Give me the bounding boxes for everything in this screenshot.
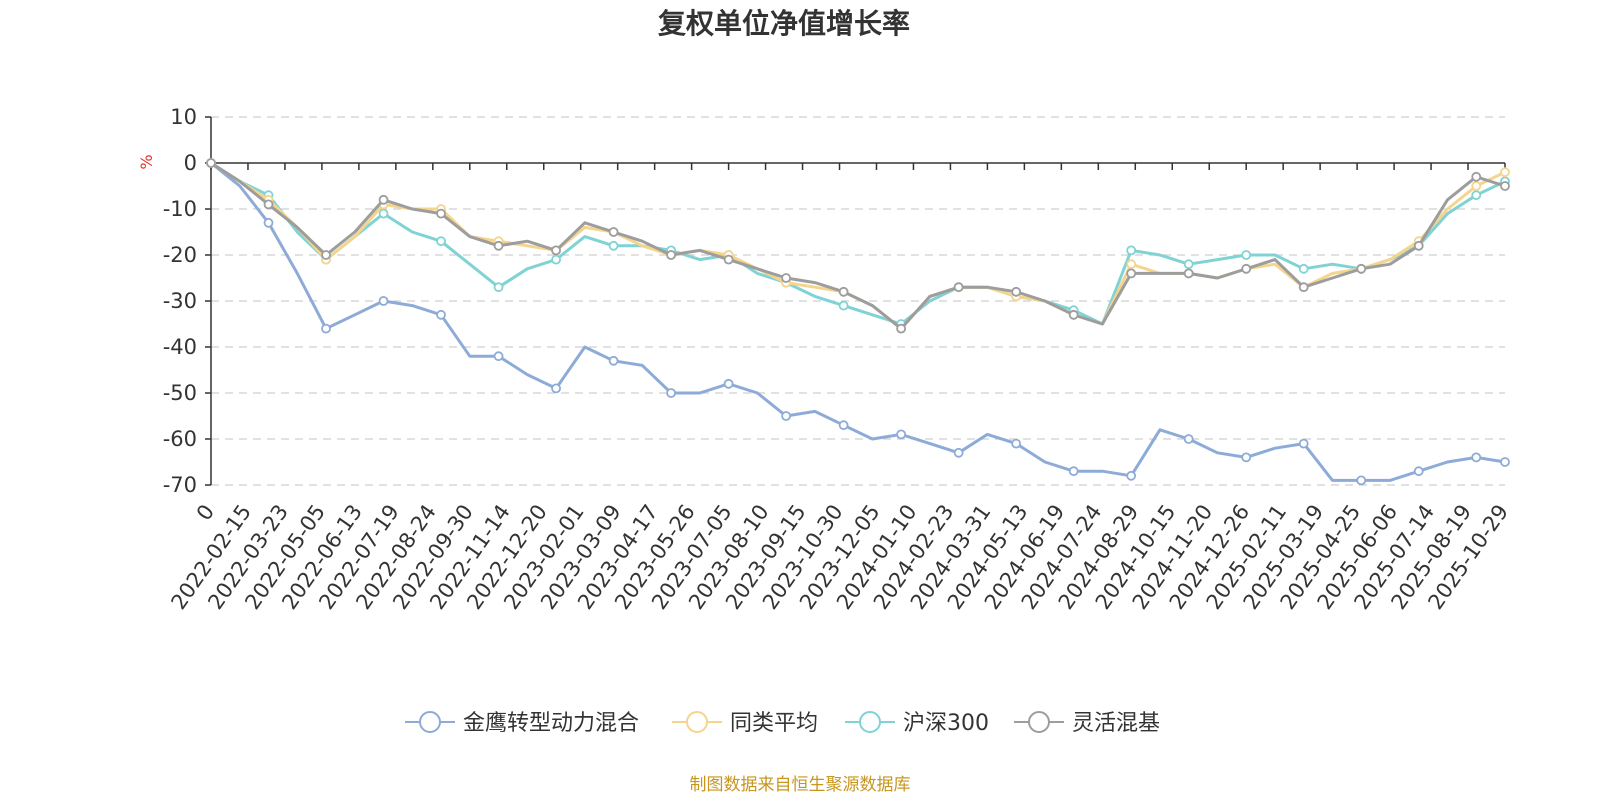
data-point xyxy=(1500,181,1510,191)
data-point xyxy=(1126,470,1137,481)
data-point xyxy=(1298,263,1309,274)
data-point xyxy=(1011,438,1022,449)
legend-item-2[interactable]: 沪深300 xyxy=(845,711,989,736)
data-point xyxy=(608,227,619,237)
data-point xyxy=(1126,245,1137,256)
data-point xyxy=(1471,171,1482,182)
data-point xyxy=(1241,263,1252,274)
data-point xyxy=(723,254,734,265)
data-point xyxy=(1471,452,1482,463)
data-point xyxy=(953,282,964,293)
data-point xyxy=(493,240,504,251)
data-point xyxy=(551,254,561,265)
legend-item-1[interactable]: 同类平均 xyxy=(672,711,818,736)
series-lines xyxy=(206,158,1510,486)
y-tick-label: 10 xyxy=(170,105,197,129)
legend-item-3[interactable]: 灵活混基 xyxy=(1014,711,1160,736)
data-point xyxy=(1500,167,1510,178)
data-point xyxy=(378,296,389,306)
data-point xyxy=(1413,240,1424,251)
y-tick-label: -70 xyxy=(163,473,197,497)
series-1 xyxy=(206,158,1510,334)
data-point xyxy=(838,300,849,311)
data-point xyxy=(1471,190,1482,201)
data-point xyxy=(1241,452,1252,463)
data-point xyxy=(263,217,274,228)
data-point xyxy=(1183,434,1194,444)
data-point xyxy=(666,250,676,260)
data-point xyxy=(1356,263,1367,274)
data-point xyxy=(1241,250,1252,260)
data-point xyxy=(608,240,619,251)
x-tick-label: 0 xyxy=(192,500,219,525)
data-point xyxy=(436,309,446,320)
legend[interactable]: 金鹰转型动力混合 同类平均 沪深300 灵活混基 xyxy=(405,711,1160,736)
data-point xyxy=(493,351,504,362)
legend-label: 灵活混基 xyxy=(1072,711,1160,736)
data-point xyxy=(1068,309,1079,320)
data-point xyxy=(1126,259,1137,270)
series-line xyxy=(210,161,1506,482)
y-axis: 10 0 -10 -20 -30 -40 -50 -60 -70 xyxy=(163,105,212,497)
data-point xyxy=(321,323,331,334)
legend-marker xyxy=(686,711,708,733)
data-point xyxy=(493,282,504,293)
legend-label: 沪深300 xyxy=(903,711,989,736)
data-point xyxy=(1413,466,1424,477)
series-3 xyxy=(206,158,1510,334)
data-point xyxy=(1126,268,1137,279)
data-point xyxy=(896,323,907,334)
source-note: 制图数据来自恒生聚源数据库 xyxy=(690,775,911,795)
y-tick-label: -40 xyxy=(163,335,197,359)
legend-marker xyxy=(859,711,881,733)
legend-item-0[interactable]: 金鹰转型动力混合 xyxy=(405,711,639,736)
legend-label: 金鹰转型动力混合 xyxy=(463,711,639,736)
data-point xyxy=(263,199,274,210)
data-point xyxy=(723,378,734,389)
data-point xyxy=(436,208,446,219)
legend-label: 同类平均 xyxy=(730,711,818,736)
chart-title: 复权单位净值增长率 xyxy=(658,7,910,40)
data-point xyxy=(666,388,676,398)
series-line xyxy=(210,161,1506,331)
y-tick-label: -30 xyxy=(163,289,197,313)
grid-lines xyxy=(211,116,1505,486)
data-point xyxy=(378,208,389,219)
data-point xyxy=(1356,475,1367,486)
data-point xyxy=(838,286,849,297)
data-point xyxy=(551,383,561,394)
data-point xyxy=(1298,438,1309,449)
data-point xyxy=(1011,286,1022,297)
data-point xyxy=(551,245,561,256)
x-axis: 02022-02-152022-03-232022-05-052022-06-1… xyxy=(166,162,1513,614)
data-point xyxy=(608,355,619,366)
data-point xyxy=(896,429,907,440)
series-line xyxy=(210,161,1506,326)
data-point xyxy=(436,236,446,247)
data-point xyxy=(953,447,964,458)
data-point xyxy=(1068,466,1079,477)
data-point xyxy=(1500,457,1510,467)
data-point xyxy=(321,250,331,260)
data-point xyxy=(206,158,216,168)
y-tick-label: 0 xyxy=(184,151,197,175)
y-tick-label: -60 xyxy=(163,427,197,451)
data-point xyxy=(1298,282,1309,293)
legend-marker xyxy=(1028,711,1050,733)
y-tick-label: -10 xyxy=(163,197,197,221)
data-point xyxy=(1471,181,1482,191)
y-axis-unit: % xyxy=(137,154,156,169)
data-point xyxy=(1183,268,1194,279)
data-point xyxy=(838,420,849,431)
legend-marker xyxy=(419,711,441,733)
data-point xyxy=(1183,259,1194,270)
data-point xyxy=(781,411,792,421)
data-point xyxy=(378,194,389,205)
data-point xyxy=(781,273,792,283)
y-tick-label: -50 xyxy=(163,381,197,405)
y-tick-label: -20 xyxy=(163,243,197,267)
